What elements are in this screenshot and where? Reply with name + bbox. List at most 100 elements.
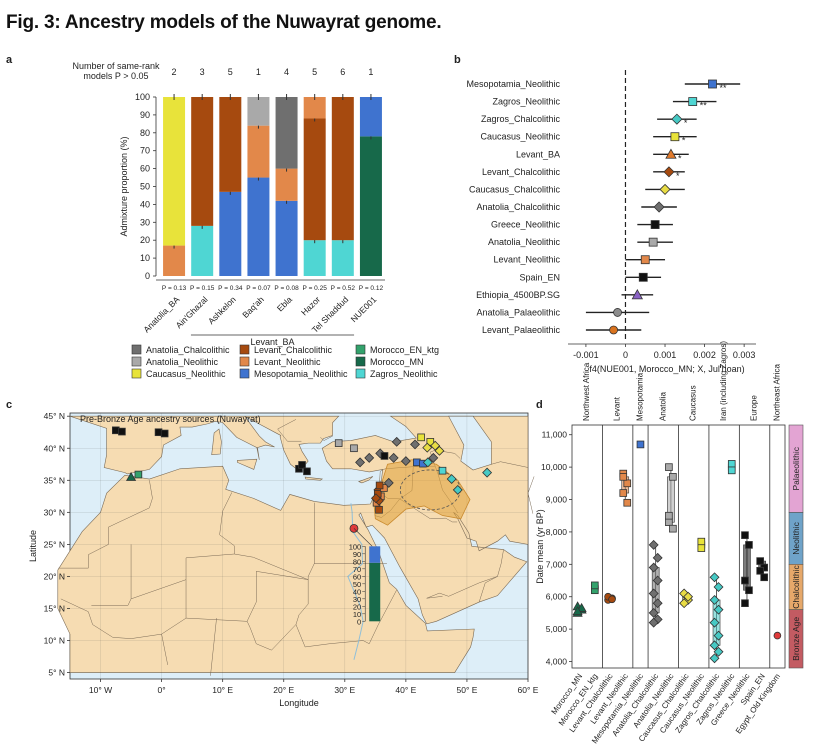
- panel-b-label: b: [454, 54, 461, 66]
- map-ytick-label: 10° N: [44, 636, 65, 646]
- map-caspian: [448, 415, 492, 471]
- panel-a-ytick-label: 30: [140, 217, 150, 227]
- panel-d-point: [756, 557, 764, 565]
- map-ytick-label: 25° N: [44, 539, 65, 549]
- map-border: [186, 617, 297, 651]
- panel-a-category-label: Ebla: [275, 294, 294, 313]
- panel-a-top-label: models P > 0.05: [83, 71, 148, 81]
- map-border: [527, 476, 535, 514]
- map-title: Pre-Bronze Age ancestry sources (Nuwayra…: [80, 414, 261, 424]
- inset-leader: [353, 528, 373, 547]
- panel-a-bar-segment: [247, 177, 270, 276]
- panel-a-category-label: Hazor: [299, 294, 322, 317]
- map-land: [304, 476, 324, 481]
- panel-b-significance: **: [700, 101, 708, 111]
- map-sample-marker: [422, 457, 433, 468]
- inset-tick-label: 10: [353, 610, 361, 619]
- panel-a-bar-segment: [163, 245, 186, 276]
- panel-a-ytick-label: 60: [140, 164, 150, 174]
- panel-b-row-label: Caucasus_Chalcolithic: [469, 184, 561, 194]
- panel-d-period-label: Neolithic: [791, 521, 801, 554]
- panel-b-row-label: Anatolia_Palaeolithic: [476, 307, 560, 317]
- panel-b-point: [665, 148, 677, 159]
- panel-d-point: [697, 544, 706, 552]
- panel-d-point: [652, 598, 663, 609]
- map-xlabel: Longitude: [279, 698, 319, 708]
- panel-b-xtick-label: 0.002: [693, 350, 716, 360]
- panel-d-point: [709, 617, 720, 628]
- panel-d-point: [741, 599, 749, 607]
- panel-a-bar-segment: [219, 97, 242, 192]
- panel-a-model-count: 5: [312, 67, 317, 77]
- panel-a-p-value: P = 0.34: [218, 285, 243, 292]
- map-sample-marker: [370, 493, 381, 504]
- map-ytick-label: 20° N: [44, 571, 65, 581]
- map-sample-marker: [350, 444, 358, 453]
- map-sample-marker: [391, 436, 402, 447]
- panel-a-bar-segment: [275, 168, 298, 201]
- map-border: [295, 579, 397, 648]
- inset-tick-label: 80: [353, 557, 361, 566]
- panel-b-row-label: Mesopotamia_Neolithic: [466, 79, 560, 89]
- panel-a-p-value: P = 0.25: [303, 285, 328, 292]
- legend-swatch: [131, 356, 142, 367]
- map-sample-marker: [160, 429, 169, 438]
- panel-d-point: [623, 498, 632, 507]
- panel-a-p-value: P = 0.07: [246, 285, 271, 292]
- panel-a-ytick-label: 50: [140, 182, 150, 192]
- map-sample-marker: [298, 461, 306, 469]
- map-border: [60, 579, 187, 639]
- map-sample-marker: [134, 470, 143, 479]
- panel-d-point: [773, 631, 782, 640]
- panel-a-bar-segment: [331, 97, 354, 241]
- panel-c-label: c: [6, 399, 12, 411]
- map-sample-marker: [417, 433, 425, 442]
- panel-d-point: [648, 617, 659, 628]
- panel-d-label: d: [536, 399, 543, 411]
- panel-d-ytick-label: 10,000: [541, 462, 567, 472]
- panel-d-point: [745, 586, 753, 595]
- inset-tick-label: 70: [353, 565, 361, 574]
- panel-b-point: [659, 183, 671, 195]
- panel-b-row-label: Caucasus_Neolithic: [480, 132, 560, 142]
- inset-tick-label: 40: [353, 587, 361, 596]
- panel-a-ytick-label: 100: [135, 92, 150, 102]
- panel-d-ytick-label: 7,000: [546, 559, 568, 569]
- panel-b-row-label: Zagros_Neolithic: [492, 97, 560, 107]
- panel-d-point: [619, 489, 628, 497]
- panel-a-bar-segment: [191, 97, 214, 226]
- map-land: [358, 476, 374, 484]
- panel-a-category-label: Anatolia_BA: [141, 294, 181, 334]
- map-sample-marker: [422, 442, 433, 453]
- panel-b-xtick-label: -0.001: [573, 350, 599, 360]
- legend-label: Levant_Neolithic: [254, 357, 321, 367]
- map-sample-marker: [452, 484, 463, 495]
- panel-b-row-label: Levant_Chalcolithic: [482, 167, 561, 177]
- map-sample-marker: [380, 452, 389, 460]
- panel-a-bar-segment: [247, 125, 270, 178]
- map-ytick-label: 35° N: [44, 475, 65, 485]
- map-xtick-label: 50° E: [456, 685, 477, 695]
- panel-d-ytick-label: 8,000: [546, 527, 568, 537]
- panel-d-point: [713, 582, 724, 592]
- panel-b-xlabel: f4(NUE001, Morocco_MN; X, Jul'hoan): [589, 364, 744, 374]
- legend-label: Caucasus_Neolithic: [146, 369, 226, 379]
- panel-a-bar-segment: [191, 225, 214, 276]
- panel-d-point: [713, 646, 724, 657]
- panel-d-point: [619, 473, 628, 481]
- panel-a-model-count: 6: [340, 67, 345, 77]
- panel-d-region-label: Iran (including Zagros): [719, 341, 728, 421]
- panel-b-row-label: Anatolia_Neolithic: [488, 237, 561, 247]
- legend-swatch: [239, 344, 250, 355]
- panel-a-group-label: Levant_BA: [250, 337, 294, 347]
- panel-a-bar-segment: [275, 97, 298, 169]
- panel-d-point: [669, 524, 677, 533]
- panel-d-point: [636, 440, 645, 449]
- map-xtick-label: 20° E: [273, 685, 294, 695]
- map-source-region: [373, 459, 471, 526]
- panel-a-ylabel: Admixture proportion (%): [119, 136, 129, 236]
- panel-a-bar-segment: [359, 136, 382, 276]
- legend-label: Anatolia_Chalcolithic: [146, 345, 230, 355]
- figure-title: Fig. 3: Ancestry models of the Nuwayrat …: [6, 12, 442, 33]
- panel-d-point: [727, 466, 736, 475]
